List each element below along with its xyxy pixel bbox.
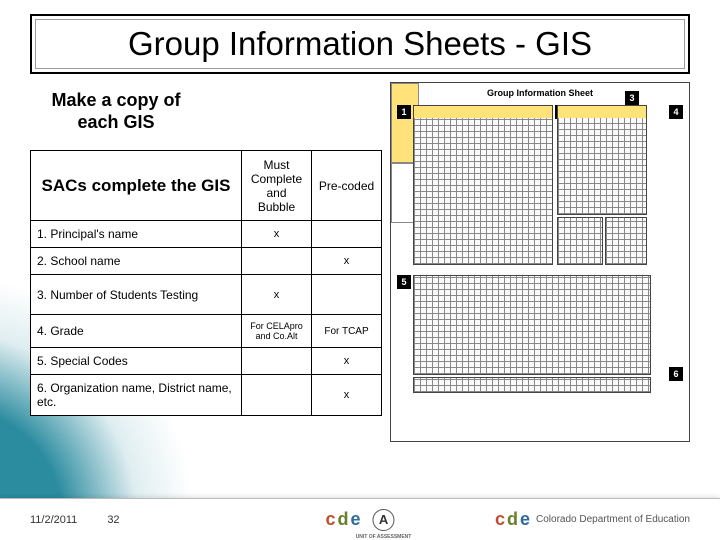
row-label: 6. Organization name, District name, etc…	[31, 375, 242, 416]
row-c2: For TCAP	[312, 315, 382, 348]
row-c1: x	[242, 221, 312, 248]
row-c2	[312, 275, 382, 315]
cde-d: d	[507, 509, 518, 530]
cde-logo-right: c d e	[495, 509, 530, 530]
scanform-grid-bottom	[413, 275, 651, 375]
row-c1: For CELApro and Co.Alt	[242, 315, 312, 348]
footer-center-logos: c d e A	[325, 509, 394, 531]
footer-org: Colorado Department of Education	[536, 514, 690, 525]
copy-instruction-text: Make a copy of each GIS	[36, 90, 196, 133]
row-c1: x	[242, 275, 312, 315]
table-row: 6. Organization name, District name, etc…	[31, 375, 382, 416]
row-label: 4. Grade	[31, 315, 242, 348]
cde-e: e	[351, 509, 361, 530]
row-label: 1. Principal's name	[31, 221, 242, 248]
cde-c: c	[495, 509, 505, 530]
footer-date: 11/2/2011	[30, 514, 77, 526]
assessment-badge-icon: A	[373, 509, 395, 531]
scanform-grid-left	[413, 105, 553, 265]
scanform-grid-rs2	[605, 217, 647, 265]
table-header-main: SACs complete the GIS	[31, 151, 242, 221]
row-c2: x	[312, 348, 382, 375]
row-c2	[312, 221, 382, 248]
row-c1	[242, 375, 312, 416]
scanform-highlight-1	[414, 106, 552, 118]
footer-page: 32	[107, 514, 119, 526]
cde-e: e	[520, 509, 530, 530]
title-frame: Group Information Sheets - GIS	[30, 14, 690, 74]
scanform-highlight-2	[558, 106, 646, 118]
table-row: 3. Number of Students Testing x	[31, 275, 382, 315]
table-header-col1: Must Complete and Bubble	[242, 151, 312, 221]
scanform-badge-1: 1	[397, 105, 411, 119]
cde-c: c	[325, 509, 335, 530]
slide-title: Group Information Sheets - GIS	[128, 25, 592, 63]
content-area: Make a copy of each GIS SACs complete th…	[30, 80, 690, 490]
row-label: 3. Number of Students Testing	[31, 275, 242, 315]
row-c1	[242, 248, 312, 275]
footer-right-logo: c d e Colorado Department of Education	[495, 509, 690, 530]
table-row: 5. Special Codes x	[31, 348, 382, 375]
scanform-grid-rs1	[557, 217, 603, 265]
scanform-badge-6: 6	[669, 367, 683, 381]
footer: 11/2/2011 32 c d e A c d e Colorado Depa…	[0, 498, 720, 540]
row-label: 2. School name	[31, 248, 242, 275]
gis-table: SACs complete the GIS Must Complete and …	[30, 150, 382, 416]
table-header-col2: Pre-coded	[312, 151, 382, 221]
table-row: 1. Principal's name x	[31, 221, 382, 248]
scanform-grid-strip	[413, 377, 651, 393]
scanform-badge-3: 3	[625, 91, 639, 105]
scanform-mock: Group Information Sheet 1 2 3 4 5 6	[390, 82, 690, 442]
row-label: 5. Special Codes	[31, 348, 242, 375]
scanform-badge-5: 5	[397, 275, 411, 289]
table-row: 4. Grade For CELApro and Co.Alt For TCAP	[31, 315, 382, 348]
row-c1	[242, 348, 312, 375]
cde-logo-small: c d e	[325, 509, 360, 530]
table-header-row: SACs complete the GIS Must Complete and …	[31, 151, 382, 221]
row-c2: x	[312, 248, 382, 275]
table-row: 2. School name x	[31, 248, 382, 275]
cde-d: d	[338, 509, 349, 530]
scanform-badge-4: 4	[669, 105, 683, 119]
row-c2: x	[312, 375, 382, 416]
scanform-grid-right	[557, 105, 647, 215]
copy-instruction-box: Make a copy of each GIS	[36, 82, 196, 142]
